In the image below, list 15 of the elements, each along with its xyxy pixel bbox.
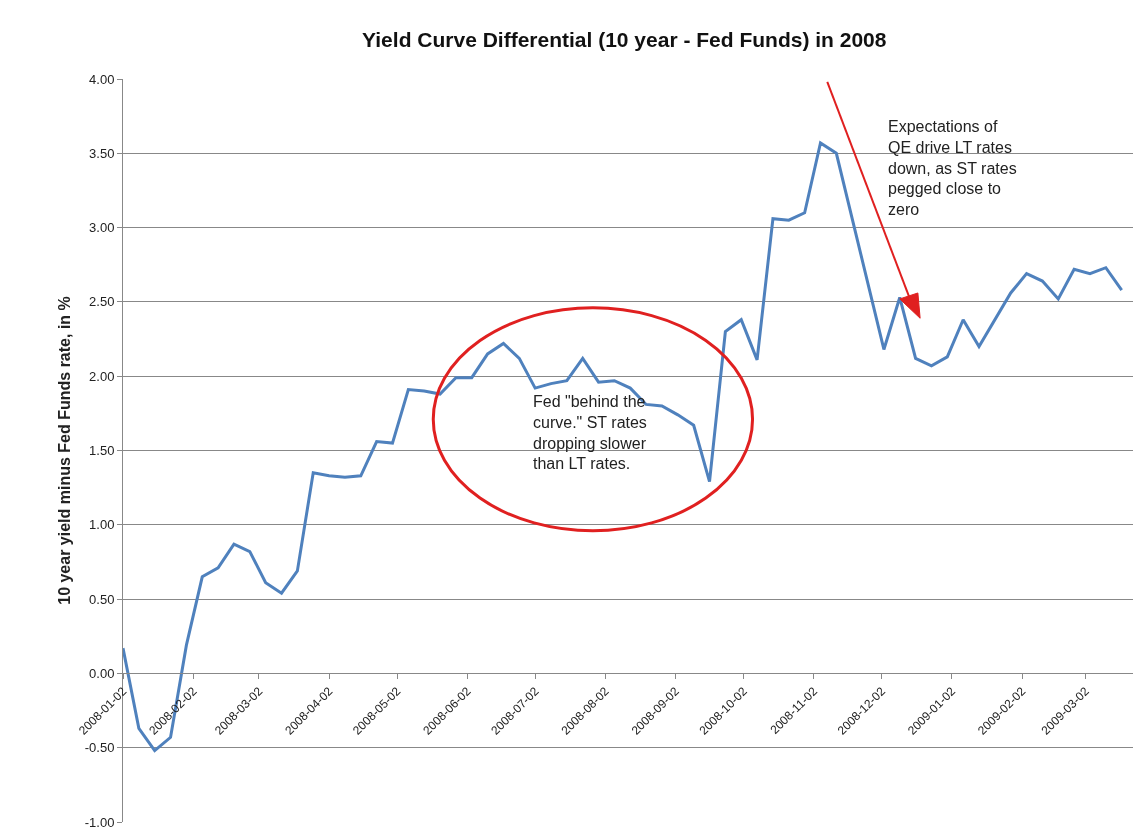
y-tick-label: 2.50 [89, 294, 115, 310]
y-tick-label: -0.50 [84, 740, 115, 756]
y-tick-label: 2.00 [89, 368, 115, 384]
annotation: Fed "behind the curve." ST rates dropping slower than LT rates. [533, 393, 647, 473]
annotation: Expectations of QE drive LT rates down, as ST rates pegged close to zero [888, 118, 1017, 219]
y-tick-label: 1.00 [89, 517, 115, 533]
y-tick-label: 0.50 [89, 591, 115, 607]
chart-title: Yield Curve Differential (10 year - Fed Funds) in 2008 [362, 28, 887, 52]
y-axis-title: 10 year yield minus Fed Funds rate, in % [55, 296, 73, 605]
y-tick-label: 3.50 [89, 145, 115, 161]
y-tick-label: -1.00 [84, 814, 115, 830]
y-tick-label: 4.00 [89, 71, 115, 87]
y-tick-label: 3.00 [89, 220, 115, 236]
y-tick-label: 1.50 [89, 443, 115, 459]
y-tick-label: 0.00 [89, 665, 115, 681]
